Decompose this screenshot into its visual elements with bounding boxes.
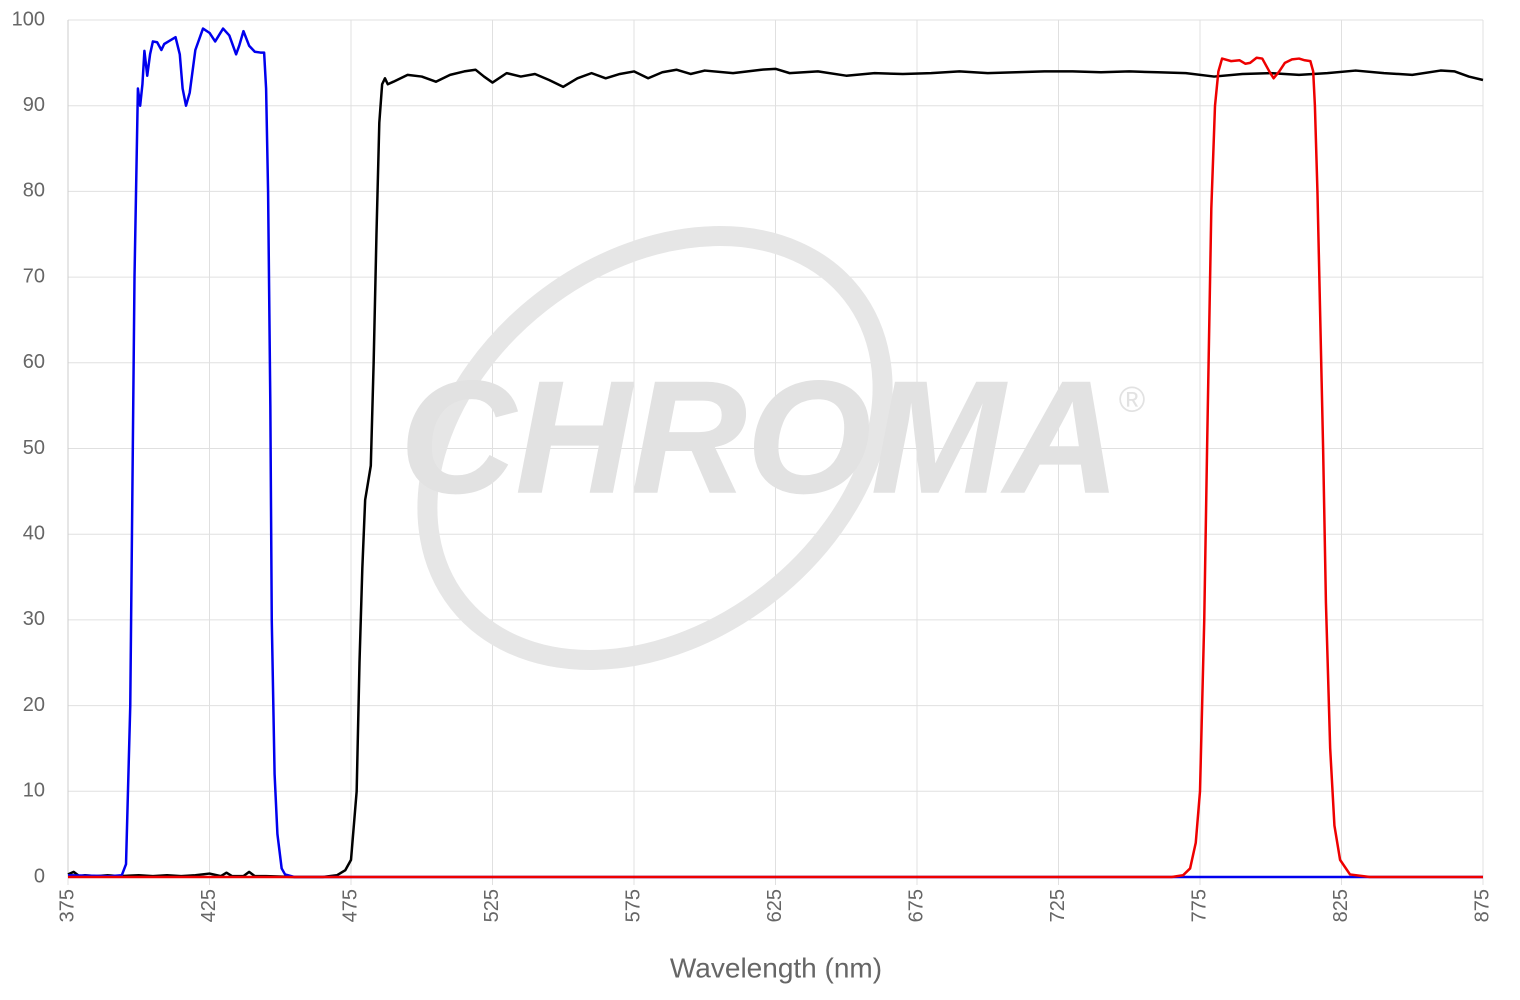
x-tick-label: 625 — [764, 889, 786, 922]
watermark-swoosh — [417, 226, 893, 670]
y-tick-label: 40 — [23, 522, 45, 544]
x-tick-label: 575 — [622, 889, 644, 922]
y-tick-label: 0 — [34, 865, 45, 887]
y-tick-label: 50 — [23, 437, 45, 459]
x-tick-label: 775 — [1188, 889, 1210, 922]
y-tick-label: 100 — [12, 8, 45, 30]
series-line — [68, 56, 1483, 879]
x-tick-label: 475 — [339, 889, 361, 922]
y-tick-label: 20 — [23, 694, 45, 716]
x-tick-label: 375 — [56, 889, 78, 922]
x-tick-label: 675 — [905, 889, 927, 922]
y-tick-label: 30 — [23, 608, 45, 630]
grid — [67, 19, 1484, 885]
y-tick-label: 10 — [23, 780, 45, 802]
x-tick-label: 875 — [1471, 889, 1493, 922]
watermark-text: CHROMA — [400, 347, 1120, 526]
y-tick-label: 80 — [23, 180, 45, 202]
x-tick-label: 725 — [1047, 889, 1069, 922]
x-axis-title: Wavelength (nm) — [670, 952, 882, 983]
x-tick-label: 525 — [481, 889, 503, 922]
x-tick-label: 425 — [198, 889, 220, 922]
x-tick-label: 825 — [1330, 889, 1352, 922]
y-tick-label: 70 — [23, 265, 45, 287]
y-tick-label: 90 — [23, 94, 45, 116]
y-tick-label: 60 — [23, 351, 45, 373]
watermark-registered: ® — [1119, 379, 1146, 420]
watermark: CHROMA ® — [400, 226, 1146, 670]
series-line — [67, 27, 1483, 879]
